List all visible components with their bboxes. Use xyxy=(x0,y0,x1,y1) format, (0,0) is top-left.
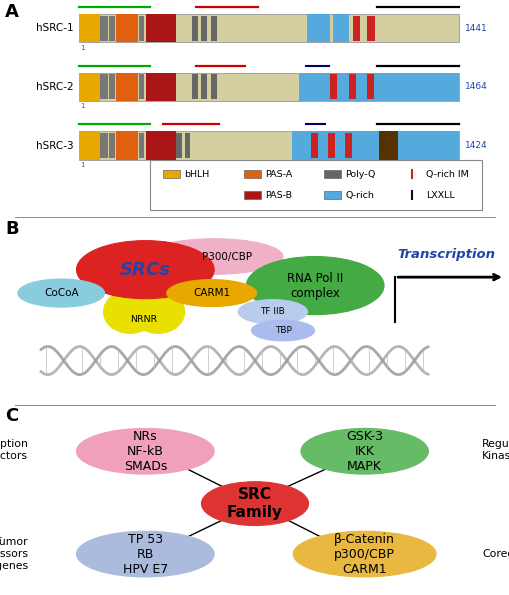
Bar xyxy=(366,16,374,40)
Text: Poly-Q: Poly-Q xyxy=(345,170,375,178)
Text: TF IIB: TF IIB xyxy=(260,308,285,317)
Bar xyxy=(211,74,216,99)
Bar xyxy=(100,16,107,40)
Text: RNA Pol II
complex: RNA Pol II complex xyxy=(287,271,343,300)
Text: CoCoA: CoCoA xyxy=(44,288,78,298)
Text: A: A xyxy=(5,3,19,21)
Text: LXXLL: LXXLL xyxy=(425,190,454,199)
Bar xyxy=(324,170,341,178)
Ellipse shape xyxy=(246,256,383,315)
Text: PAS-A: PAS-A xyxy=(264,170,291,178)
Bar xyxy=(366,74,373,99)
Bar xyxy=(327,133,334,158)
Text: hSRC-1: hSRC-1 xyxy=(36,23,74,33)
Ellipse shape xyxy=(131,290,184,333)
Text: β-Catenin
p300/CBP
CARM1: β-Catenin p300/CBP CARM1 xyxy=(333,533,394,575)
Text: NRs
NF-kB
SMADs: NRs NF-kB SMADs xyxy=(123,430,167,473)
Bar xyxy=(79,14,100,42)
Bar xyxy=(310,133,317,158)
Text: NRNR: NRNR xyxy=(130,315,157,324)
Text: B: B xyxy=(5,220,19,238)
Bar xyxy=(344,133,351,158)
Text: SRC
Family: SRC Family xyxy=(227,487,282,520)
Text: PAS-B: PAS-B xyxy=(264,190,291,199)
Bar xyxy=(176,133,181,158)
Text: Transcription
Factors: Transcription Factors xyxy=(0,440,28,461)
Bar xyxy=(243,170,260,178)
Bar xyxy=(79,14,458,42)
Text: bHLH: bHLH xyxy=(184,170,209,178)
Bar xyxy=(348,74,355,99)
Bar xyxy=(306,14,329,42)
Bar xyxy=(201,16,206,40)
Bar xyxy=(243,191,260,199)
Bar xyxy=(100,74,107,99)
Bar xyxy=(145,131,176,159)
Text: SRCs: SRCs xyxy=(120,261,171,278)
Bar xyxy=(352,16,359,40)
Bar xyxy=(201,74,206,99)
Bar xyxy=(324,191,341,199)
Ellipse shape xyxy=(103,290,156,333)
Text: 1424: 1424 xyxy=(464,141,487,150)
Ellipse shape xyxy=(76,240,214,299)
Bar xyxy=(79,131,458,159)
Ellipse shape xyxy=(18,279,104,307)
Bar xyxy=(100,133,107,158)
Ellipse shape xyxy=(76,428,214,474)
FancyBboxPatch shape xyxy=(150,159,481,209)
Bar xyxy=(192,16,197,40)
Bar xyxy=(116,14,137,42)
Text: 1464: 1464 xyxy=(464,82,487,92)
Ellipse shape xyxy=(201,482,308,525)
Text: 1: 1 xyxy=(80,103,85,109)
Ellipse shape xyxy=(166,280,256,306)
Bar xyxy=(79,131,100,159)
Bar xyxy=(332,14,348,42)
Text: Transcription: Transcription xyxy=(397,248,494,261)
Text: 1441: 1441 xyxy=(464,24,487,33)
Bar xyxy=(329,74,336,99)
Text: TBP: TBP xyxy=(274,326,291,335)
Bar xyxy=(116,131,137,159)
Text: Regulatory
Kinases: Regulatory Kinases xyxy=(481,440,509,461)
Ellipse shape xyxy=(145,239,282,274)
Ellipse shape xyxy=(293,531,435,577)
Bar xyxy=(379,131,398,159)
Bar xyxy=(108,74,115,99)
Bar xyxy=(79,73,100,101)
Ellipse shape xyxy=(251,320,314,341)
Text: hSRC-2: hSRC-2 xyxy=(36,82,74,92)
Text: 1: 1 xyxy=(80,45,85,51)
Bar xyxy=(192,74,197,99)
Text: C: C xyxy=(5,408,18,425)
Text: Q-rich IM: Q-rich IM xyxy=(425,170,468,178)
Ellipse shape xyxy=(238,300,307,324)
Bar xyxy=(139,133,144,158)
Text: Coregulators: Coregulators xyxy=(481,549,509,559)
Bar xyxy=(145,14,176,42)
Bar xyxy=(79,73,458,101)
Ellipse shape xyxy=(76,531,214,577)
Bar xyxy=(116,73,137,101)
Ellipse shape xyxy=(300,428,428,474)
Bar xyxy=(139,74,144,99)
Text: CARM1: CARM1 xyxy=(193,288,230,298)
Text: TP 53
RB
HPV E7: TP 53 RB HPV E7 xyxy=(123,533,167,575)
Text: hSRC-3: hSRC-3 xyxy=(36,140,74,151)
Bar xyxy=(291,131,458,159)
Bar xyxy=(163,170,180,178)
Bar xyxy=(108,133,115,158)
Bar xyxy=(108,16,115,40)
Bar xyxy=(139,16,144,40)
Text: Q-rich: Q-rich xyxy=(345,190,374,199)
Text: 1: 1 xyxy=(80,162,85,168)
Bar xyxy=(211,16,216,40)
Bar xyxy=(299,73,458,101)
Text: Tumor
Suppressors
& Oncogenes: Tumor Suppressors & Oncogenes xyxy=(0,537,28,571)
Bar xyxy=(145,73,176,101)
Bar xyxy=(184,133,190,158)
Text: GSK-3
IKK
MAPK: GSK-3 IKK MAPK xyxy=(346,430,382,473)
Text: P300/CBP: P300/CBP xyxy=(202,252,251,262)
